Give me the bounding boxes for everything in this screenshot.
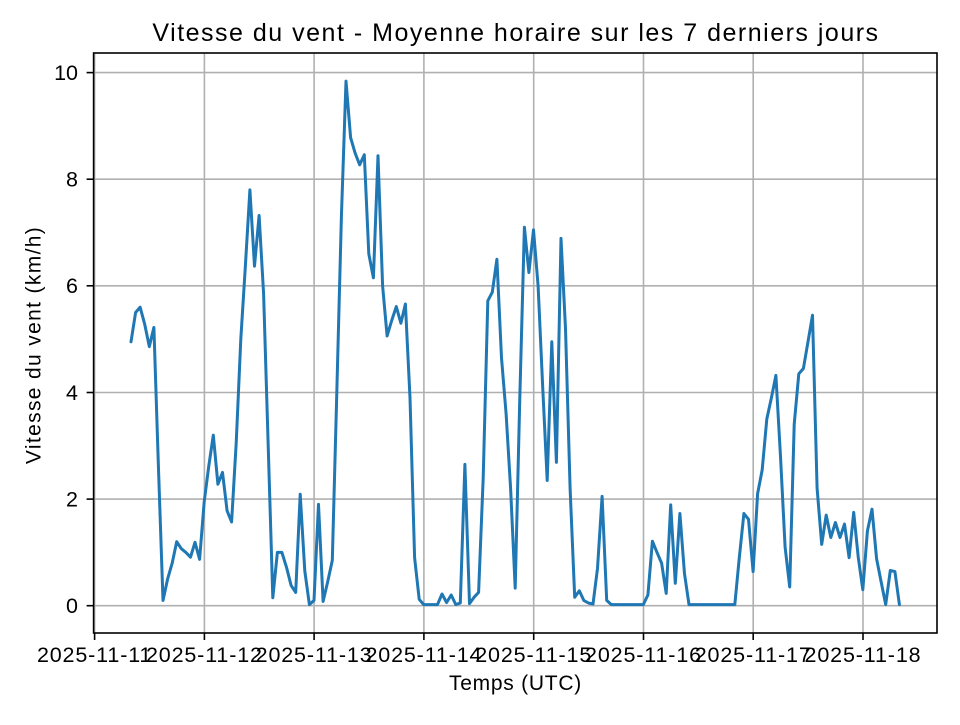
svg-text:2025-11-16: 2025-11-16	[585, 643, 702, 667]
svg-text:4: 4	[66, 381, 78, 405]
svg-text:2025-11-11: 2025-11-11	[37, 643, 152, 667]
svg-text:2025-11-18: 2025-11-18	[805, 643, 922, 667]
svg-text:0: 0	[66, 594, 78, 618]
svg-text:Temps (UTC): Temps (UTC)	[449, 672, 582, 695]
svg-text:2025-11-12: 2025-11-12	[146, 643, 263, 667]
svg-text:10: 10	[54, 61, 78, 85]
svg-text:Vitesse du vent (km/h): Vitesse du vent (km/h)	[23, 226, 46, 464]
svg-text:6: 6	[66, 274, 78, 298]
svg-text:Vitesse du vent - Moyenne hora: Vitesse du vent - Moyenne horaire sur le…	[152, 19, 879, 47]
svg-text:2025-11-15: 2025-11-15	[475, 643, 592, 667]
svg-text:2: 2	[66, 487, 78, 511]
svg-text:2025-11-13: 2025-11-13	[256, 643, 373, 667]
svg-text:2025-11-17: 2025-11-17	[695, 643, 812, 667]
svg-text:8: 8	[66, 168, 78, 192]
svg-text:2025-11-14: 2025-11-14	[365, 643, 482, 667]
